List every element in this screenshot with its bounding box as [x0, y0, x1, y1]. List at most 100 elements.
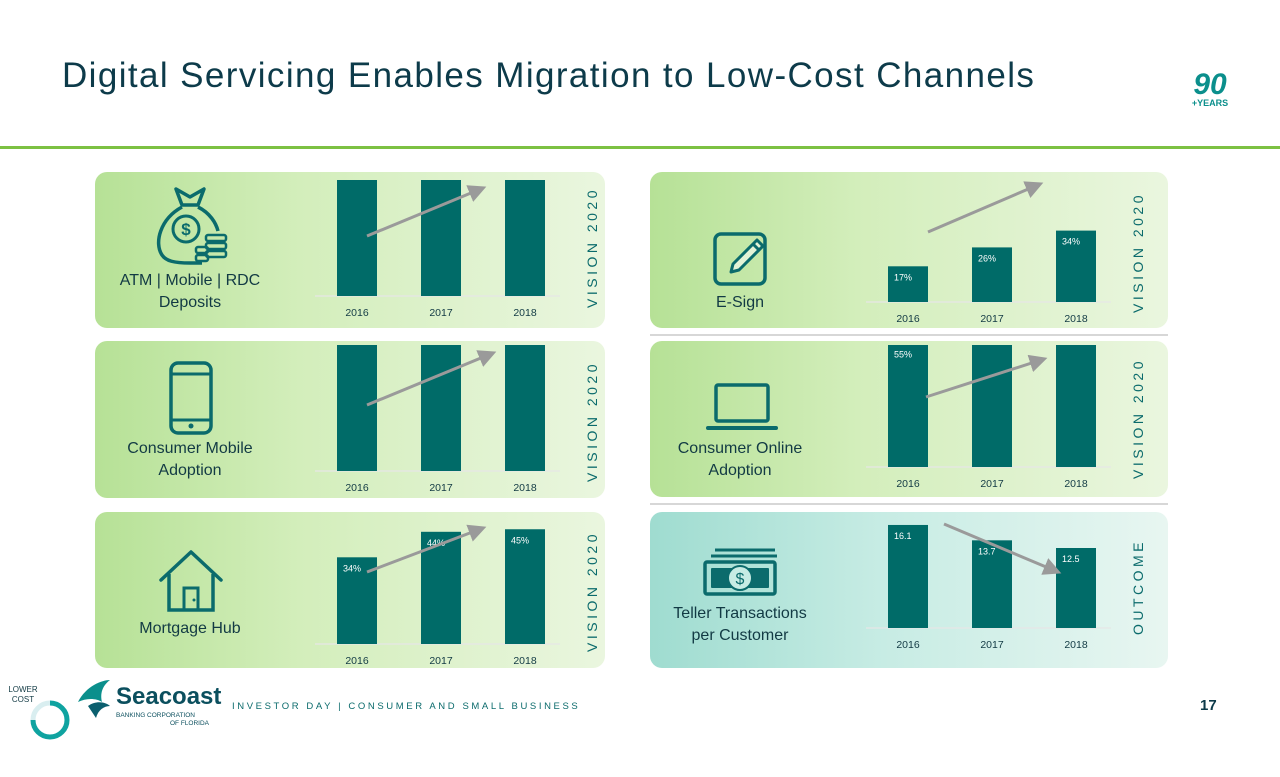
tick-label: 2017	[980, 313, 1004, 325]
label-line2: Adoption	[708, 462, 772, 479]
panel-label: Mortgage Hub	[100, 618, 280, 640]
trend-arrow	[366, 185, 487, 238]
label-line2: per Customer	[691, 627, 789, 644]
tick-label: 2017	[980, 478, 1004, 490]
panel-label: ATM | Mobile | RDC Deposits	[100, 270, 280, 314]
tick-label: 2018	[513, 655, 537, 667]
tick-label: 2016	[345, 482, 369, 494]
separator	[650, 334, 1168, 336]
label-line1: E-Sign	[715, 294, 765, 311]
tick-label: 2017	[980, 639, 1004, 651]
logo-sub2: OF FLORIDA	[170, 720, 210, 727]
panel-label: Consumer Online Adoption	[650, 438, 830, 482]
pencil-sign-icon	[713, 232, 767, 286]
bar	[505, 180, 545, 296]
side-label: VISION 2020	[584, 187, 600, 308]
page-title: Digital Servicing Enables Migration to L…	[62, 56, 1036, 95]
tick-label: 2018	[1064, 478, 1088, 490]
bar	[505, 345, 545, 471]
tick-label: 2016	[896, 313, 920, 325]
house-icon	[159, 550, 223, 612]
badge-number: 90	[1193, 68, 1227, 101]
panel-label: E-Sign	[660, 292, 820, 314]
panel-label: Consumer Mobile Adoption	[100, 438, 280, 482]
data-label: 12.5	[1062, 554, 1080, 564]
data-label: 44%	[427, 538, 445, 548]
trend-arrow	[927, 181, 1044, 234]
data-label: 55%	[894, 349, 912, 359]
money-bag-icon: $	[156, 187, 228, 265]
page-number: 17	[1200, 697, 1217, 714]
svg-text:$: $	[181, 220, 191, 239]
trend-arrow	[943, 522, 1062, 575]
tick-label: 2016	[896, 478, 920, 490]
bar	[421, 180, 461, 297]
data-label: 13.7	[978, 546, 996, 556]
data-label: 17%	[894, 272, 912, 282]
chart-esign: 17% 2016 26% 2017 34% 2018	[866, 181, 1111, 325]
header-rule	[0, 146, 1280, 149]
cash-stack-icon: $	[703, 548, 777, 596]
label-line1: Consumer Mobile	[127, 440, 253, 457]
data-label: 26%	[978, 253, 996, 263]
badge-sub: +YEARS	[1192, 98, 1228, 108]
trend-arrow	[366, 350, 497, 407]
footer-text: INVESTOR DAY | CONSUMER AND SMALL BUSINE…	[232, 701, 581, 712]
side-label: VISION 2020	[1130, 192, 1146, 313]
bar	[972, 540, 1012, 628]
label-line2: Adoption	[158, 462, 222, 479]
label-line1: Consumer Online	[677, 440, 803, 457]
chart-teller: 16.1 2016 13.7 2017 12.5 2018	[866, 522, 1111, 651]
tick-label: 2016	[345, 307, 369, 319]
svg-text:$: $	[736, 571, 745, 588]
label-line1: Mortgage Hub	[139, 620, 241, 637]
bar	[337, 345, 377, 471]
tick-label: 2018	[1064, 313, 1088, 325]
lower-cost-gauge	[30, 700, 70, 740]
bar	[337, 180, 377, 296]
trend-arrow	[366, 524, 487, 574]
side-label: VISION 2020	[1130, 358, 1146, 479]
tick-label: 2017	[429, 307, 453, 319]
bar	[1056, 230, 1096, 302]
chart-mortgage: 34% 2016 44% 2017 45% 2018	[315, 524, 560, 667]
tick-label: 2018	[1064, 639, 1088, 651]
lower-cost-label: LOWER COST	[8, 685, 38, 704]
seacoast-logo: Seacoast BANKING CORPORATION OF FLORIDA	[78, 680, 221, 727]
tick-label: 2018	[513, 482, 537, 494]
panel-label: Teller Transactions per Customer	[650, 603, 830, 647]
separator	[650, 503, 1168, 505]
data-label: 16.1	[894, 531, 912, 541]
chart-mobile: 38%201643%201747%2018	[315, 345, 560, 494]
tick-label: 2017	[429, 482, 453, 494]
logo-sub1: BANKING CORPORATION	[116, 712, 195, 719]
bar	[1056, 548, 1096, 628]
bar	[972, 345, 1012, 467]
laptop-icon	[706, 383, 778, 430]
bar	[888, 524, 928, 628]
side-label: VISION 2020	[584, 531, 600, 652]
bar	[505, 529, 545, 644]
label-line1: Teller Transactions	[673, 605, 807, 622]
data-label: 45%	[511, 535, 529, 545]
data-label: 34%	[343, 563, 361, 573]
logo-name: Seacoast	[116, 683, 221, 710]
trend-arrow	[925, 354, 1048, 399]
chart-online: 55%201661%201766%2018	[866, 345, 1111, 490]
smartphone-icon	[169, 361, 213, 435]
tick-label: 2016	[896, 639, 920, 651]
bar	[1056, 345, 1096, 467]
side-label: OUTCOME	[1130, 538, 1146, 636]
tick-label: 2018	[513, 307, 537, 319]
bar	[888, 345, 928, 467]
data-label: 34%	[1062, 237, 1080, 247]
tick-label: 2017	[429, 655, 453, 667]
label-line2: Deposits	[158, 294, 222, 311]
side-label: VISION 2020	[584, 361, 600, 482]
label-line1: ATM | Mobile | RDC	[119, 272, 261, 289]
bar	[972, 247, 1012, 302]
data-label: 61%	[978, 345, 996, 346]
bar	[888, 266, 928, 302]
bar	[421, 345, 461, 471]
